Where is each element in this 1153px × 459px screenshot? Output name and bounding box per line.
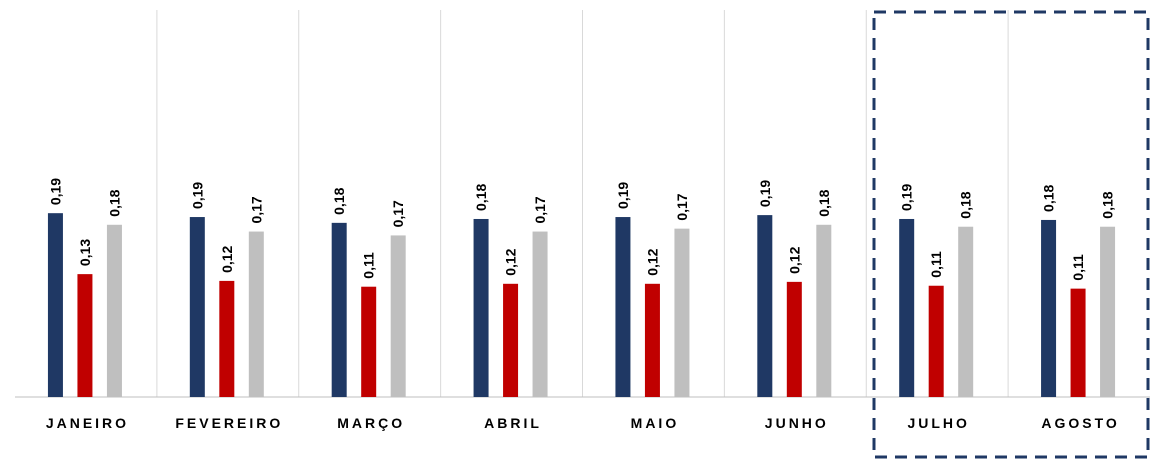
data-label: 0,17	[248, 196, 264, 223]
bar	[816, 224, 832, 397]
x-tick-label: AGOSTO	[1041, 415, 1119, 431]
bar	[503, 283, 519, 397]
data-label: 0,17	[390, 200, 406, 227]
data-label: 0,19	[615, 182, 631, 209]
bar	[674, 228, 690, 397]
bar	[1070, 288, 1086, 397]
x-tick-label: JUNHO	[765, 415, 829, 431]
bar	[331, 222, 347, 397]
data-label: 0,18	[106, 189, 122, 216]
bar	[757, 215, 773, 397]
data-label: 0,19	[757, 180, 773, 207]
data-label: 0,11	[928, 251, 944, 278]
bar	[77, 274, 93, 397]
data-label: 0,11	[361, 252, 377, 279]
data-label: 0,19	[47, 178, 63, 205]
data-label: 0,18	[473, 184, 489, 211]
bar	[390, 235, 406, 397]
data-label: 0,18	[1100, 191, 1116, 218]
x-tick-label: MARÇO	[337, 415, 405, 431]
bar	[644, 283, 660, 397]
data-label: 0,17	[674, 193, 690, 220]
data-label: 0,18	[958, 191, 974, 218]
bar	[532, 231, 548, 397]
bar	[189, 217, 205, 397]
bar	[473, 218, 489, 397]
data-label: 0,12	[786, 246, 802, 273]
data-label: 0,12	[503, 248, 519, 275]
bar	[1100, 226, 1116, 397]
bar	[958, 226, 974, 397]
data-label: 0,11	[1070, 254, 1086, 281]
data-label: 0,17	[532, 196, 548, 223]
data-label: 0,19	[189, 182, 205, 209]
data-label: 0,18	[816, 189, 832, 216]
bar	[615, 217, 631, 397]
data-label: 0,18	[1041, 184, 1057, 211]
x-tick-label: MAIO	[631, 415, 680, 431]
data-label: 0,13	[77, 239, 93, 266]
bar	[219, 280, 235, 397]
bar	[106, 224, 122, 397]
bar	[1041, 219, 1057, 397]
bar	[928, 285, 944, 397]
bar	[361, 286, 377, 397]
bar	[786, 281, 802, 397]
bar	[248, 231, 264, 397]
x-tick-label: ABRIL	[484, 415, 542, 431]
x-tick-label: JANEIRO	[46, 415, 129, 431]
data-label: 0,12	[219, 245, 235, 272]
data-label: 0,12	[644, 248, 660, 275]
bar	[47, 213, 63, 397]
x-tick-label: JULHO	[907, 415, 969, 431]
data-label: 0,19	[899, 184, 915, 211]
data-label: 0,18	[331, 187, 347, 214]
bar	[899, 218, 915, 397]
x-tick-label: FEVEREIRO	[175, 415, 283, 431]
